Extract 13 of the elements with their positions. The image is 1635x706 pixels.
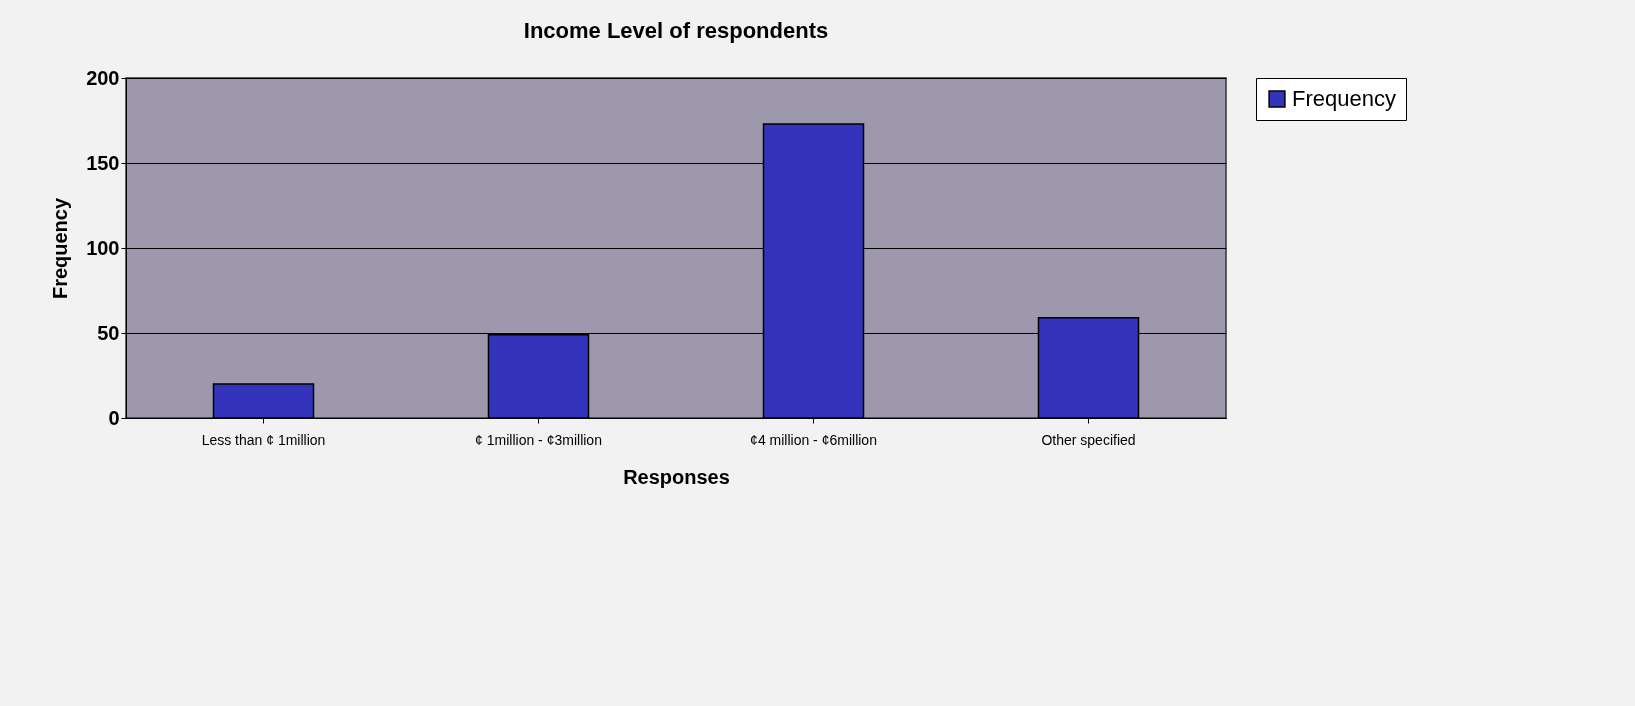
x-tick-label: Less than ¢ 1million [201, 431, 326, 448]
y-tick-label: 100 [86, 236, 120, 259]
y-tick-label: 200 [86, 66, 120, 89]
y-tick-label: 150 [86, 151, 120, 174]
chart-title: Income Level of respondents [523, 18, 829, 43]
x-tick-label: ¢ 1million - ¢3million [475, 431, 602, 448]
y-tick-label: 50 [97, 321, 120, 344]
x-tick-label: ¢4 million - ¢6million [750, 431, 877, 448]
x-tick-label: Other specified [1041, 431, 1136, 448]
y-tick-label: 0 [108, 406, 120, 429]
y-axis-title: Frequency [49, 197, 72, 300]
legend-label: Frequency [1292, 86, 1396, 111]
x-axis-title: Responses [623, 465, 730, 488]
